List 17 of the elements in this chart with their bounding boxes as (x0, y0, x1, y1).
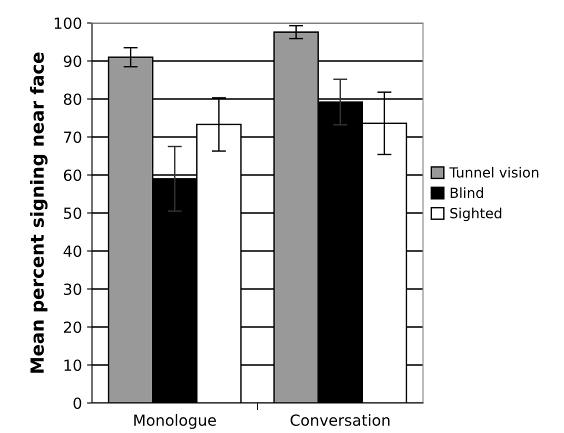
legend-label: Sighted (450, 208, 502, 222)
y-tick-label: 90 (64, 55, 82, 68)
y-tick-label: 0 (74, 397, 82, 410)
legend-label: Tunnel vision (449, 166, 538, 178)
x-tick-label: Conversation (290, 414, 390, 426)
y-tick-label: 20 (64, 321, 82, 334)
y-tick-label: 30 (64, 283, 82, 296)
x-tick-label: Monologue (134, 414, 216, 429)
y-tick-label: 80 (64, 93, 82, 106)
legend-label: Blind (450, 187, 483, 198)
y-tick-label: 10 (64, 359, 82, 372)
y-tick-label: 70 (64, 131, 82, 144)
y-tick-label: 100 (54, 17, 82, 30)
y-tick-label: 60 (64, 169, 82, 182)
y-axis-title: Mean percent signing near face (30, 52, 48, 373)
y-tick-label: 50 (64, 207, 82, 220)
y-tick-label: 40 (64, 245, 82, 258)
